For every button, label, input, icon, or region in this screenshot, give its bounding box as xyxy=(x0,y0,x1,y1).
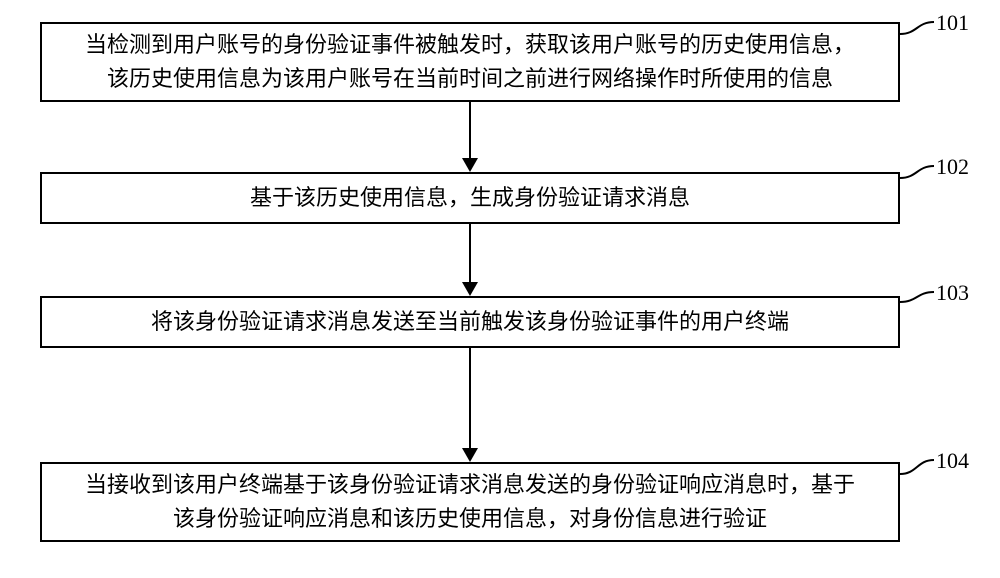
step-103-text: 将该身份验证请求消息发送至当前触发该身份验证事件的用户终端 xyxy=(151,305,789,339)
step-101-text: 当检测到用户账号的身份验证事件被触发时，获取该用户账号的历史使用信息， 该历史使… xyxy=(85,28,855,96)
lead-curve-4 xyxy=(898,458,936,476)
flowchart-canvas: 当检测到用户账号的身份验证事件被触发时，获取该用户账号的历史使用信息， 该历史使… xyxy=(0,0,1000,578)
arrow-head-1 xyxy=(462,158,478,172)
arrow-line-2 xyxy=(469,224,471,282)
arrow-line-1 xyxy=(469,102,471,158)
step-103-box: 将该身份验证请求消息发送至当前触发该身份验证事件的用户终端 xyxy=(40,296,900,348)
lead-curve-2 xyxy=(898,164,936,180)
step-104-box: 当接收到该用户终端基于该身份验证请求消息发送的身份验证响应消息时，基于 该身份验… xyxy=(40,462,900,542)
step-102-box: 基于该历史使用信息，生成身份验证请求消息 xyxy=(40,172,900,224)
arrow-line-3 xyxy=(469,348,471,448)
step-102-label: 102 xyxy=(936,154,969,180)
step-102-text: 基于该历史使用信息，生成身份验证请求消息 xyxy=(250,181,690,215)
step-104-text: 当接收到该用户终端基于该身份验证请求消息发送的身份验证响应消息时，基于 该身份验… xyxy=(85,468,855,536)
lead-curve-1 xyxy=(898,20,936,36)
arrow-head-2 xyxy=(462,282,478,296)
step-104-label: 104 xyxy=(936,448,969,474)
step-103-label: 103 xyxy=(936,280,969,306)
step-101-box: 当检测到用户账号的身份验证事件被触发时，获取该用户账号的历史使用信息， 该历史使… xyxy=(40,22,900,102)
step-101-label: 101 xyxy=(936,10,969,36)
arrow-head-3 xyxy=(462,448,478,462)
lead-curve-3 xyxy=(898,290,936,304)
